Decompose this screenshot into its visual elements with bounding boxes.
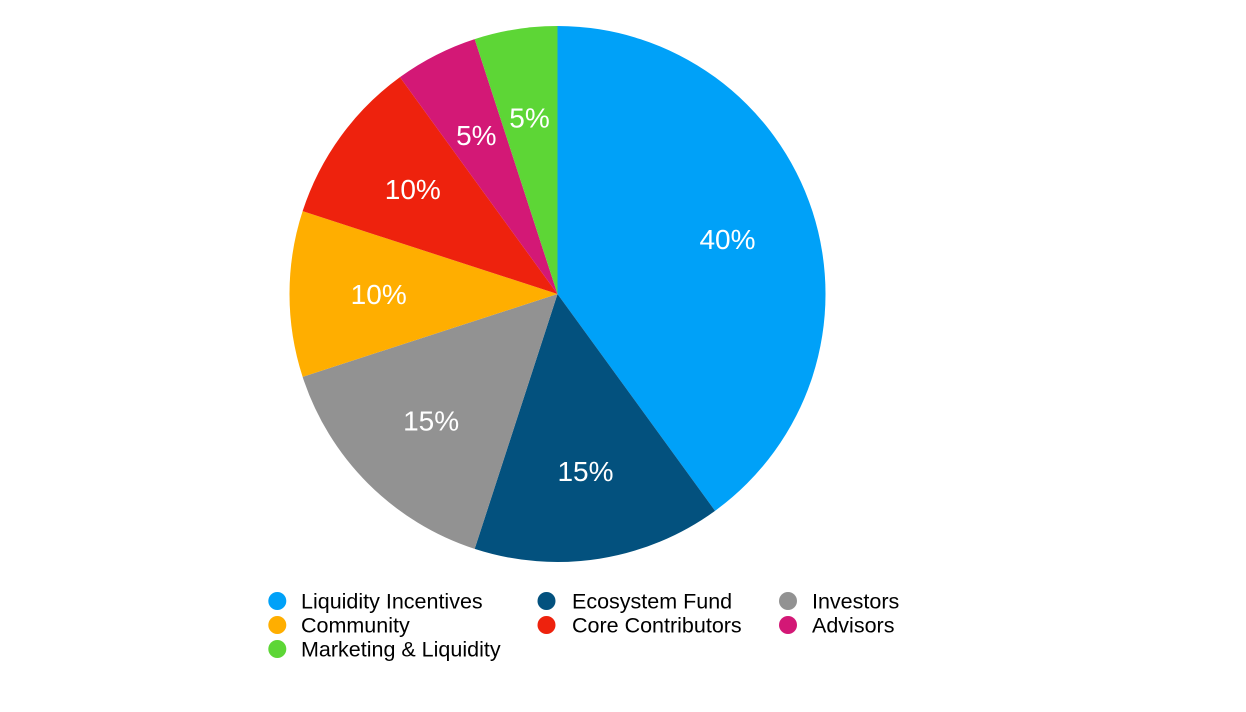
svg-text:Liquidity Incentives: Liquidity Incentives xyxy=(301,590,483,614)
svg-text:15%: 15% xyxy=(403,406,459,437)
svg-text:Community: Community xyxy=(301,614,410,638)
svg-text:15%: 15% xyxy=(557,456,613,487)
svg-text:Investors: Investors xyxy=(812,590,899,614)
svg-text:40%: 40% xyxy=(699,224,755,255)
svg-text:Ecosystem Fund: Ecosystem Fund xyxy=(572,590,732,614)
svg-text:Marketing & Liquidity: Marketing & Liquidity xyxy=(301,638,501,662)
svg-text:Core Contributors: Core Contributors xyxy=(572,614,742,638)
svg-text:10%: 10% xyxy=(351,279,407,310)
svg-text:5%: 5% xyxy=(509,103,549,134)
svg-text:10%: 10% xyxy=(385,174,441,205)
svg-text:Advisors: Advisors xyxy=(812,614,894,638)
svg-text:5%: 5% xyxy=(456,120,496,151)
